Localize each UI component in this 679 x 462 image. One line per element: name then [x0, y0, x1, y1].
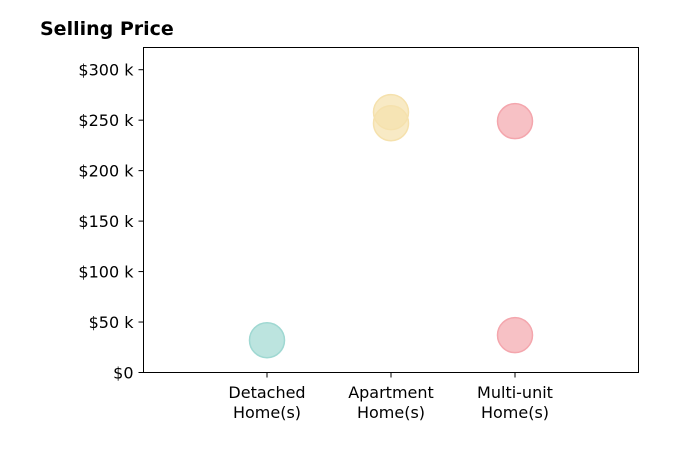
y-tick-label: $150 k: [78, 212, 134, 231]
y-tick-label: $50 k: [89, 313, 135, 332]
x-tick-label: Apartment Home(s): [348, 383, 434, 422]
y-tick-label: $300 k: [78, 61, 134, 80]
scatter-point: [496, 316, 534, 354]
x-tick-label: Multi-unit Home(s): [477, 383, 553, 422]
scatter-point: [372, 104, 410, 142]
y-tick-label: $200 k: [78, 162, 134, 181]
x-axis: Detached Home(s) Apartment Home(s) Multi-uni…: [228, 372, 553, 422]
y-tick-label: $100 k: [78, 263, 134, 282]
scatter-point: [248, 321, 286, 359]
y-tick-label: $250 k: [78, 111, 134, 130]
chart-title: Selling Price: [40, 18, 174, 40]
points-layer: [248, 93, 534, 359]
y-axis: $0 $50 k $100 k $150 k $200 k $250 k $300 k: [78, 61, 144, 383]
y-tick-label: $0: [113, 364, 133, 383]
x-tick-label: Detached Home(s): [228, 383, 305, 422]
scatter-point: [496, 102, 534, 140]
